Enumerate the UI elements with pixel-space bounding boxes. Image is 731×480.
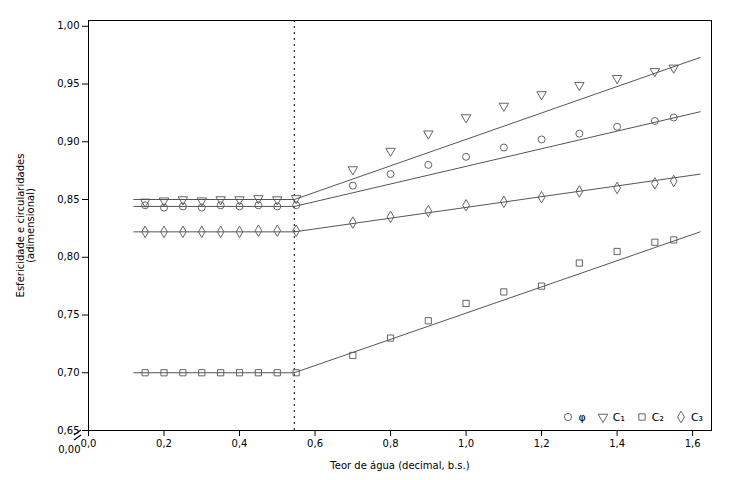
svg-text:0,95: 0,95 — [57, 78, 79, 89]
svg-text:0,65: 0,65 — [57, 424, 80, 436]
svg-text:0,70: 0,70 — [57, 367, 79, 378]
html-text:C₁: C₁ — [612, 410, 625, 424]
html-text:C₂: C₂ — [651, 410, 664, 424]
svg-text:Esfericidade e circularidades(: Esfericidade e circularidades(adimension… — [15, 154, 36, 298]
svg-text:0,6: 0,6 — [307, 438, 323, 449]
svg-text:1,0: 1,0 — [458, 438, 474, 449]
svg-text:0,75: 0,75 — [57, 309, 79, 320]
svg-text:1,2: 1,2 — [534, 438, 550, 449]
svg-text:0,0: 0,0 — [81, 438, 97, 449]
svg-text:0,00: 0,00 — [58, 444, 80, 455]
svg-text:0,85: 0,85 — [57, 194, 79, 205]
svg-text:0,90: 0,90 — [57, 136, 79, 147]
svg-text:0,2: 0,2 — [156, 438, 172, 449]
svg-text:1,4: 1,4 — [609, 438, 625, 449]
svg-text:0,8: 0,8 — [383, 438, 399, 449]
html-text:C₃: C₃ — [690, 410, 703, 424]
svg-text:1,6: 1,6 — [685, 438, 701, 449]
svg-text:0,80: 0,80 — [57, 251, 79, 262]
svg-text:0,4: 0,4 — [232, 438, 248, 449]
html-text:φ: φ — [578, 410, 586, 424]
svg-text:1,00: 1,00 — [57, 20, 79, 31]
svg-text:Teor de água (decimal, b.s.): Teor de água (decimal, b.s.) — [329, 460, 469, 471]
